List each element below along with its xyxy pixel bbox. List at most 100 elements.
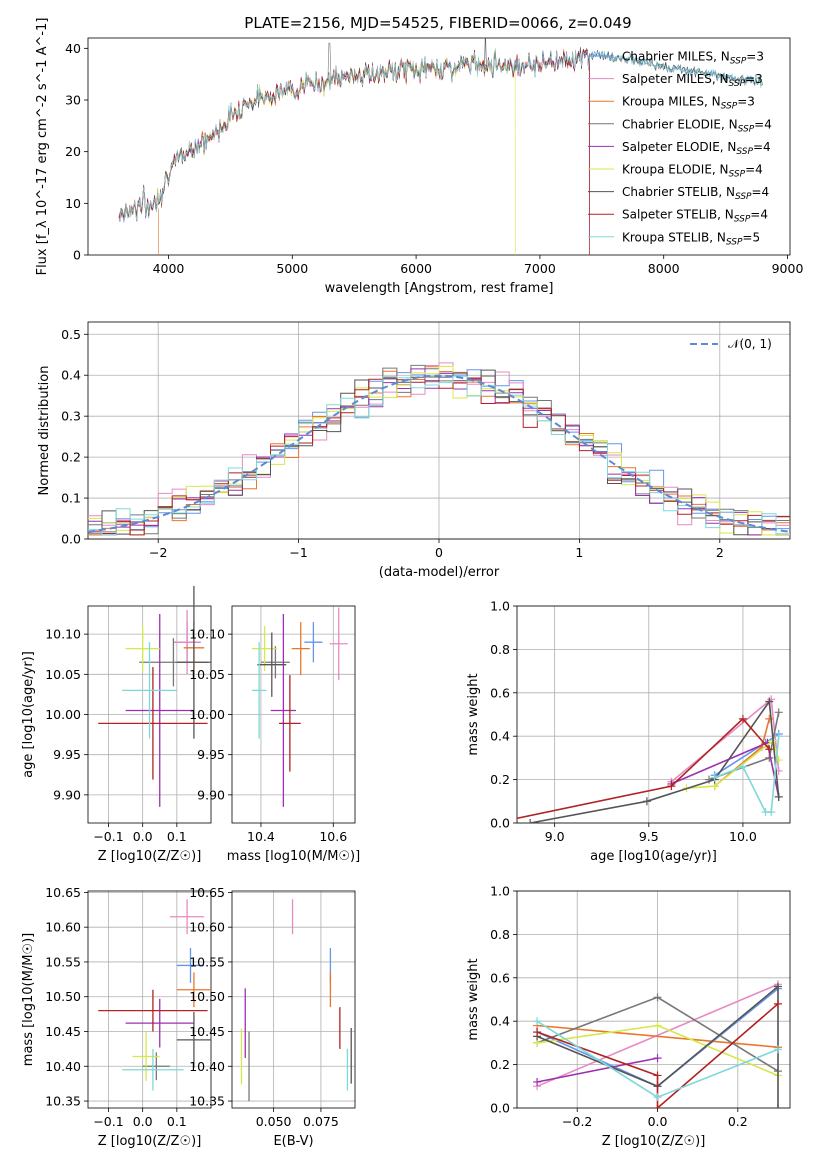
y-tick-label: 0.8 [490,642,510,657]
legend-label: Chabrier STELIB, NSSP=4 [622,185,769,202]
errorbar-salpeter-miles [329,607,348,680]
weight-path [517,717,770,820]
y-tick-label: 10.45 [189,1024,225,1039]
x-axis-label: Z [log10(Z/Z☉)] [98,849,202,864]
weight-marker [773,999,782,1008]
x-tick-label: 0.0 [133,1114,153,1129]
weight-marker [738,762,747,771]
x-tick-label: 0.0 [648,1114,668,1129]
x-tick-label: 10.4 [247,829,275,844]
panel-1: −2 −1 0 1 2 0.0 0.1 0.2 0.3 0.4 0.5 (data-model)/er… [37,321,791,580]
x-tick-label: 9000 [772,261,804,276]
spectrum-line-salpeter-stelib [118,49,590,255]
y-tick-label: 10.60 [189,920,225,935]
y-tick-label: 10.00 [189,707,225,722]
legend-label: Kroupa MILES, NSSP=3 [622,95,755,112]
y-tick-label: 20 [65,144,81,159]
errorbar-kroupa-stelib [251,642,267,739]
histogram-chabrier-stelib [88,369,790,536]
panel-7: −0.2 0.0 0.2 0.0 0.2 0.4 0.6 0.8 1.0 Z [log10(Z/Z… [466,884,791,1149]
y-tick-label: 10 [65,196,81,211]
x-tick-label: −0.1 [93,1114,123,1129]
legend-label: 𝒩(0, 1) [728,337,772,351]
errorbar-salpeter-elodie [125,614,194,807]
y-tick-label: 0.4 [61,368,81,383]
histogram-kroupa-stelib [88,375,790,536]
y-tick-label: 10.05 [45,667,81,682]
errorbar-salpeter-stelib [279,675,301,772]
y-tick-label: 0.0 [490,1101,510,1116]
y-tick-label: 10.35 [45,1094,81,1109]
plot-frame [87,890,212,1109]
weight-marker [533,1077,542,1086]
errorbar-kroupa-elodie [132,1032,160,1081]
weight-marker [774,732,783,741]
weight-marker [774,792,783,801]
y-tick-label: 40 [65,41,81,56]
x-tick-label: 0.075 [303,1114,339,1129]
spectrum-line-kroupa-stelib [118,48,764,221]
weight-marker [653,1054,662,1063]
weight-marker [653,1071,662,1080]
weight-line-salpeter-stelib [533,999,782,1108]
weight-line-salpeter-stelib [517,714,774,820]
y-tick-label: 10.00 [45,707,81,722]
y-tick-label: 10.45 [45,1024,81,1039]
y-axis-label: mass [log10(M/M☉)] [21,933,36,1066]
histogram-kroupa-elodie [88,365,790,536]
x-tick-label: 10.6 [319,829,347,844]
x-axis-label: E(B-V) [273,1134,313,1149]
x-tick-label: 2 [716,545,724,560]
plot-frame [231,890,356,1109]
x-tick-label: 9.0 [545,829,565,844]
weight-marker [773,1104,782,1108]
panel-4: 9.0 9.5 10.0 0.0 0.2 0.4 0.6 0.8 1.0 age [log10(a… [466,599,791,864]
histogram-salpeter-miles [88,362,790,531]
x-axis-label: mass [log10(M/M☉)] [227,849,360,864]
y-tick-label: 9.90 [53,787,81,802]
x-tick-label: 6000 [400,261,432,276]
y-tick-label: 10.50 [189,989,225,1004]
x-tick-label: 0 [435,545,443,560]
x-tick-label: −0.2 [562,1114,592,1129]
errorbar-chabrier-elodie [260,646,290,679]
weight-path [536,983,779,1088]
weight-marker [765,745,774,754]
y-tick-label: 0.6 [490,970,510,985]
y-tick-label: 0.4 [490,729,510,744]
weight-path [686,739,780,790]
y-tick-label: 9.95 [53,747,81,762]
weight-marker [667,782,676,791]
x-tick-label: 0.1 [167,1114,187,1129]
legend-label: Salpeter ELODIE, NSSP=4 [622,140,771,157]
weight-marker [526,819,535,823]
y-tick-label: 0.5 [61,327,81,342]
plot-frame [87,605,212,824]
errorbar-chabrier-miles [176,948,205,983]
weight-line-salpeter-elodie [533,1054,662,1086]
weight-marker [653,993,662,1002]
y-tick-label: 1.0 [490,599,510,614]
x-tick-label: 5000 [276,261,308,276]
x-tick-label: 1 [575,545,583,560]
errorbar-kroupa-miles [291,622,310,676]
weight-marker [773,982,782,991]
x-tick-label: 0.0 [133,829,153,844]
plot-frame [516,890,791,1109]
spectrum-title: PLATE=2156, MJD=54525, FIBERID=0066, z=0… [244,14,631,32]
panel-5: −0.1 0.0 0.1 10.35 10.40 10.45 10.50 10.55 10.60… [21,885,212,1149]
plot-frame [516,605,791,824]
spectrum-line-kroupa-elodie [118,47,516,255]
weight-line-chabrier-miles [710,730,783,780]
panel-2: −0.1 0.0 0.1 9.90 9.95 10.00 10.05 10.10 Z [log1… [21,585,212,864]
x-axis-label: age [log10(age/yr)] [590,849,717,864]
y-tick-label: 10.40 [189,1059,225,1074]
y-tick-label: 10.55 [45,954,81,969]
y-tick-label: 9.90 [197,787,225,802]
y-tick-label: 10.65 [45,885,81,900]
errorbar-kroupa-miles [176,972,211,1008]
weight-marker [767,808,776,817]
x-axis-label: wavelength [Angstrom, rest frame] [325,281,554,296]
spectrum-line-salpeter-elodie [118,50,590,255]
